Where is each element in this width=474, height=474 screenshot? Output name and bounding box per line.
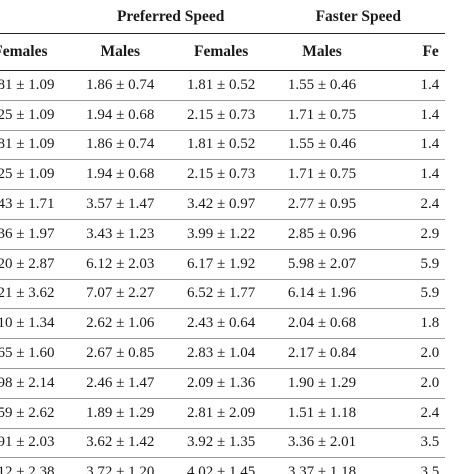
table-cell: 2.62 ± 1.06 [69,308,171,340]
table-cell: 5.9 [372,249,445,280]
table-cell: 2.77 ± 0.95 [271,189,373,220]
table-cell: 3.36 ± 1.97 [0,219,70,250]
table-row: 1.81 ± 1.091.86 ± 0.741.81 ± 0.521.55 ± … [0,130,445,161]
table-cell: 3.91 ± 2.03 [0,428,70,459]
table-row: 1.81 ± 1.091.86 ± 0.741.81 ± 0.521.55 ± … [0,70,445,101]
table-row: 2.25 ± 1.091.94 ± 0.682.15 ± 0.731.71 ± … [0,159,445,191]
sub-header-males: Males [69,33,171,71]
table-cell: 2.25 ± 1.09 [0,100,70,131]
results-table: eed Preferred Speed Faster Speed Females… [0,0,445,474]
table-cell: 2.25 ± 1.09 [0,159,70,191]
table-cell: 1.8 [372,308,445,340]
table-row: 1.98 ± 2.142.46 ± 1.472.09 ± 1.361.90 ± … [0,368,445,399]
table-cell: 4.12 ± 2.38 [0,457,70,474]
table-cell: 3.92 ± 1.35 [170,428,272,459]
table-cell: 3.43 ± 1.23 [69,219,171,250]
table-cell: 1.59 ± 2.62 [0,398,70,429]
table-cell: 2.85 ± 0.96 [271,219,373,250]
table-cell: 6.12 ± 2.03 [69,249,171,280]
table-row: 2.25 ± 1.091.94 ± 0.682.15 ± 0.731.71 ± … [0,100,445,131]
table-cell: 1.94 ± 0.68 [69,100,171,131]
table-cell: 3.72 ± 1.20 [69,457,171,474]
table-cell: 1.94 ± 0.68 [69,159,171,191]
table-cell: 1.89 ± 1.29 [69,398,171,429]
table-cell: 2.0 [372,338,445,369]
table-cell: 3.43 ± 1.71 [0,189,70,220]
table-row: 6.21 ± 3.627.07 ± 2.276.52 ± 1.776.14 ± … [0,279,445,310]
table-cell: 2.67 ± 0.85 [69,338,171,369]
table-cell: 2.9 [372,219,445,250]
table-cell: 1.81 ± 0.52 [170,130,272,161]
table-row: 1.59 ± 2.621.89 ± 1.292.81 ± 2.091.51 ± … [0,398,445,429]
table-cell: 3.37 ± 1.18 [271,457,373,474]
table-body: 1.81 ± 1.091.86 ± 0.741.81 ± 0.521.55 ± … [0,70,445,474]
table-cell: 6.21 ± 3.62 [0,279,70,310]
table-cell: 5.98 ± 2.07 [271,249,373,280]
sub-header-females: Fe [372,33,445,71]
table-cell: 2.17 ± 0.84 [271,338,373,369]
table-cell: 2.15 ± 0.73 [170,100,272,131]
table-cell: 1.4 [372,100,445,131]
table-cell: 3.57 ± 1.47 [69,189,171,220]
table-cell: 1.86 ± 0.74 [69,130,171,161]
table-cell: 3.5 [372,428,445,459]
table-row: 2.10 ± 1.342.62 ± 1.062.43 ± 0.642.04 ± … [0,308,445,340]
table-cell: 1.71 ± 0.75 [271,159,373,191]
table-cell: 1.55 ± 0.46 [271,70,373,101]
table-cell: 1.86 ± 0.74 [69,70,171,101]
table-cell: 1.81 ± 1.09 [0,130,70,161]
table-cell: 1.98 ± 2.14 [0,368,70,399]
table-cell: 2.43 ± 0.64 [170,308,272,340]
table-cell: 2.0 [372,368,445,399]
group-header-slower-speed: eed [0,0,70,34]
table-row: 3.43 ± 1.713.57 ± 1.473.42 ± 0.972.77 ± … [0,189,445,220]
sub-header-females: Females [0,33,70,71]
table-cell: 4.02 ± 1.45 [170,457,272,474]
table-cell: 3.5 [372,457,445,474]
table-cell: 6.20 ± 2.87 [0,249,70,280]
table-cell: 1.71 ± 0.75 [271,100,373,131]
table-cell: 6.14 ± 1.96 [271,279,373,310]
table-cell: 7.07 ± 2.27 [69,279,171,310]
table-cell: 1.90 ± 1.29 [271,368,373,399]
table-cell: 2.15 ± 0.73 [170,159,272,191]
sub-header-females: Females [170,33,272,71]
table-cell: 2.81 ± 2.09 [170,398,272,429]
sub-header-row: Females Males Females Males Fe [0,33,445,71]
table-cell: 6.17 ± 1.92 [170,249,272,280]
table-cell: 3.42 ± 0.97 [170,189,272,220]
table-cell: 2.46 ± 1.47 [69,368,171,399]
group-header-row: eed Preferred Speed Faster Speed [0,0,445,34]
table-cell: 3.36 ± 2.01 [271,428,373,459]
table-cell: 2.65 ± 1.60 [0,338,70,369]
table-cell: 3.62 ± 1.42 [69,428,171,459]
table-row: 3.36 ± 1.973.43 ± 1.233.99 ± 1.222.85 ± … [0,219,445,250]
table-row: 4.12 ± 2.383.72 ± 1.204.02 ± 1.453.37 ± … [0,457,445,474]
table-cell: 2.4 [372,398,445,429]
table-cell: 2.83 ± 1.04 [170,338,272,369]
table-cell: 2.4 [372,189,445,220]
table-row: 6.20 ± 2.876.12 ± 2.036.17 ± 1.925.98 ± … [0,249,445,280]
sub-header-males: Males [271,33,373,71]
table-cell: 5.9 [372,279,445,310]
table-row: 2.65 ± 1.602.67 ± 0.852.83 ± 1.042.17 ± … [0,338,445,369]
table-cell: 3.99 ± 1.22 [170,219,272,250]
table-cell: 1.4 [372,70,445,101]
table-row: 3.91 ± 2.033.62 ± 1.423.92 ± 1.353.36 ± … [0,428,445,459]
table-cell: 1.51 ± 1.18 [271,398,373,429]
table-cell: 1.81 ± 1.09 [0,70,70,101]
table-cell: 6.52 ± 1.77 [170,279,272,310]
table-cell: 1.4 [372,159,445,191]
table-cell: 1.4 [372,130,445,161]
table-cell: 2.04 ± 0.68 [271,308,373,340]
group-header-preferred-speed: Preferred Speed [69,0,272,34]
table-cell: 2.09 ± 1.36 [170,368,272,399]
table-cell: 1.81 ± 0.52 [170,70,272,101]
group-header-faster-speed: Faster Speed [271,0,445,34]
table-cell: 1.55 ± 0.46 [271,130,373,161]
table-cell: 2.10 ± 1.34 [0,308,70,340]
